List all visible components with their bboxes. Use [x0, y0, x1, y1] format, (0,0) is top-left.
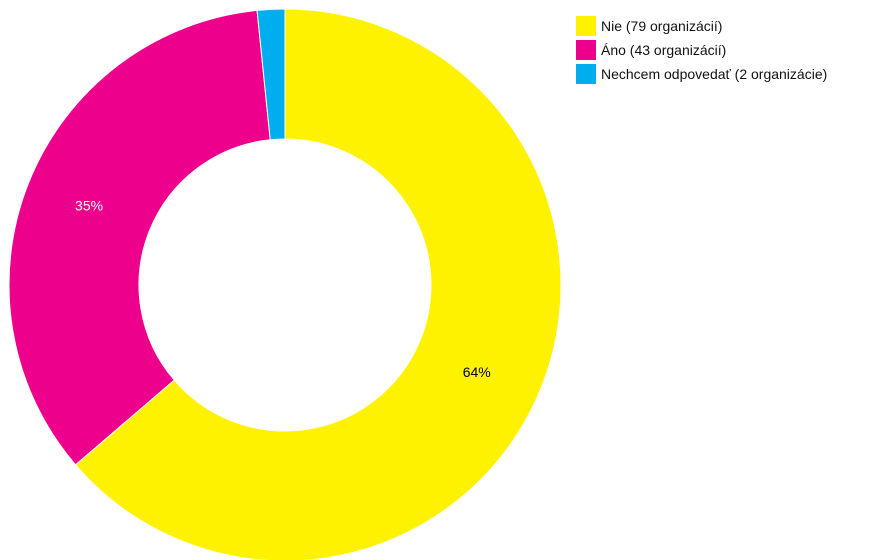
slice-percent-label: 64% [463, 364, 491, 380]
donut-slice [8, 9, 271, 466]
legend-label: Nie (79 organizácií) [601, 18, 723, 34]
chart-legend: Nie (79 organizácií) Áno (43 organizácií)… [576, 16, 827, 88]
legend-label: Nechcem odpovedať (2 organizácie) [601, 66, 828, 82]
donut-slice [74, 8, 562, 560]
legend-item: Nie (79 organizácií) [576, 16, 827, 36]
legend-swatch [576, 64, 596, 84]
legend-item: Áno (43 organizácií) [576, 40, 827, 60]
slice-percent-label: 35% [75, 197, 103, 213]
legend-label: Áno (43 organizácií) [601, 42, 727, 58]
donut-slice [256, 8, 286, 141]
legend-item: Nechcem odpovedať (2 organizácie) [576, 64, 827, 84]
legend-swatch [576, 40, 596, 60]
legend-swatch [576, 16, 596, 36]
